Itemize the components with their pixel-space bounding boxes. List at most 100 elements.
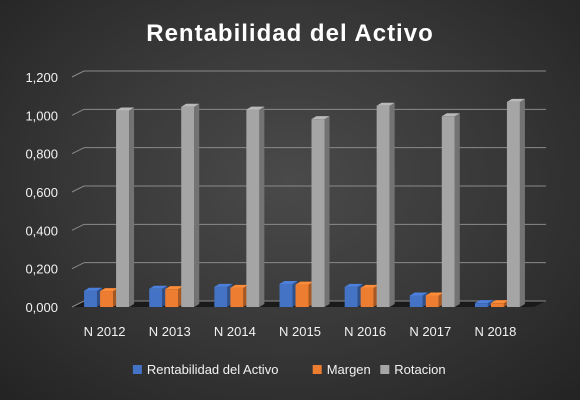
- bar-top: [295, 281, 314, 285]
- bar-top: [311, 116, 330, 120]
- bar: [360, 284, 379, 307]
- y-tick-label: 0,000: [25, 300, 58, 315]
- gridline-depth: [71, 147, 85, 155]
- bar-top: [246, 106, 265, 110]
- bar: [344, 283, 363, 307]
- bar: [474, 300, 493, 307]
- gridline-depth: [71, 108, 85, 116]
- bar-side: [454, 113, 460, 308]
- y-tick-label: 0,200: [25, 262, 58, 277]
- gridline-depth: [71, 223, 85, 231]
- bar-top: [409, 292, 428, 296]
- bar-top: [100, 288, 119, 292]
- legend-swatch: [312, 365, 322, 374]
- bar-top: [441, 113, 460, 117]
- bar: [409, 292, 428, 307]
- bar-side: [389, 102, 395, 307]
- bar-top: [149, 285, 168, 289]
- bar-top: [279, 281, 298, 284]
- bar: [230, 284, 249, 307]
- gridline-depth: [71, 262, 85, 270]
- gridlines: [71, 70, 546, 308]
- bar-front: [230, 287, 244, 307]
- bar: [311, 116, 330, 308]
- gridline-depth: [71, 300, 85, 308]
- bar-front: [506, 101, 520, 308]
- bar-top: [181, 103, 200, 107]
- bar-front: [181, 106, 195, 307]
- bar-front: [246, 109, 260, 307]
- x-category-label: N 2016: [344, 324, 386, 339]
- bar-top: [506, 98, 525, 102]
- legend-label: Rotacion: [394, 362, 445, 377]
- bar-front: [214, 286, 228, 307]
- bar-front: [441, 116, 455, 308]
- legend-label: Margen: [327, 362, 371, 377]
- y-axis-ticks: 0,000 0,200 0,400 0,600 0,800 1,000 1,200: [25, 70, 58, 315]
- bar-top: [84, 287, 103, 291]
- x-category-label: N 2017: [409, 324, 451, 339]
- bar: [165, 286, 184, 307]
- bar-side: [194, 103, 200, 307]
- bar-top: [116, 107, 135, 111]
- legend: Rentabilidad del Activo Margen Rotacion: [132, 362, 446, 377]
- legend-swatch: [380, 365, 390, 374]
- bar: [214, 283, 233, 307]
- x-category-label: N 2013: [149, 324, 191, 339]
- bar-front: [165, 289, 179, 307]
- bar-top: [214, 283, 233, 287]
- bar: [376, 102, 395, 307]
- bar-top: [230, 284, 249, 288]
- y-tick-label: 0,400: [25, 223, 58, 238]
- gridline-depth: [71, 70, 85, 78]
- bar: [295, 281, 314, 307]
- gridline-depth: [71, 185, 85, 193]
- bar-front: [149, 288, 163, 307]
- bar-front: [311, 119, 325, 308]
- bar: [506, 98, 525, 308]
- bar-side: [129, 107, 135, 308]
- bar: [116, 107, 135, 308]
- bars: [84, 98, 525, 308]
- x-category-label: N 2018: [474, 324, 516, 339]
- bar-side: [519, 98, 525, 308]
- bar-top: [376, 102, 395, 106]
- bar-front: [360, 287, 374, 307]
- bar: [100, 288, 119, 307]
- bar-top: [360, 284, 379, 288]
- bar-front: [490, 303, 504, 307]
- legend-label: Rentabilidad del Activo: [147, 362, 279, 377]
- chart-title: Rentabilidad del Activo: [146, 20, 433, 47]
- bar-top: [425, 292, 444, 296]
- bar-front: [409, 295, 423, 307]
- bar-top: [490, 300, 509, 304]
- bar-front: [376, 105, 390, 307]
- bar-front: [116, 110, 130, 308]
- bar: [279, 281, 298, 307]
- bar-side: [487, 300, 493, 307]
- y-tick-label: 1,000: [25, 108, 58, 123]
- x-axis-categories: N 2012 N 2013 N 2014 N 2015 N 2016 N 2017 N 20…: [84, 324, 517, 339]
- bar-front: [474, 303, 488, 307]
- bar-front: [100, 291, 114, 307]
- bar: [149, 285, 168, 307]
- bar-top: [474, 300, 493, 304]
- bar: [84, 287, 103, 307]
- x-category-label: N 2014: [214, 324, 256, 339]
- bar-side: [324, 116, 330, 308]
- bar-front: [425, 295, 439, 307]
- bar-front: [295, 284, 309, 307]
- x-category-label: N 2012: [84, 324, 126, 339]
- bar-front: [279, 284, 293, 307]
- bar: [246, 106, 265, 307]
- bar-top: [165, 286, 184, 290]
- legend-swatch: [132, 365, 142, 374]
- y-tick-label: 1,200: [25, 70, 58, 85]
- y-tick-label: 0,600: [25, 185, 58, 200]
- bar: [441, 113, 460, 308]
- bar: [181, 103, 200, 307]
- bar: [425, 292, 444, 307]
- bar-side: [259, 106, 265, 307]
